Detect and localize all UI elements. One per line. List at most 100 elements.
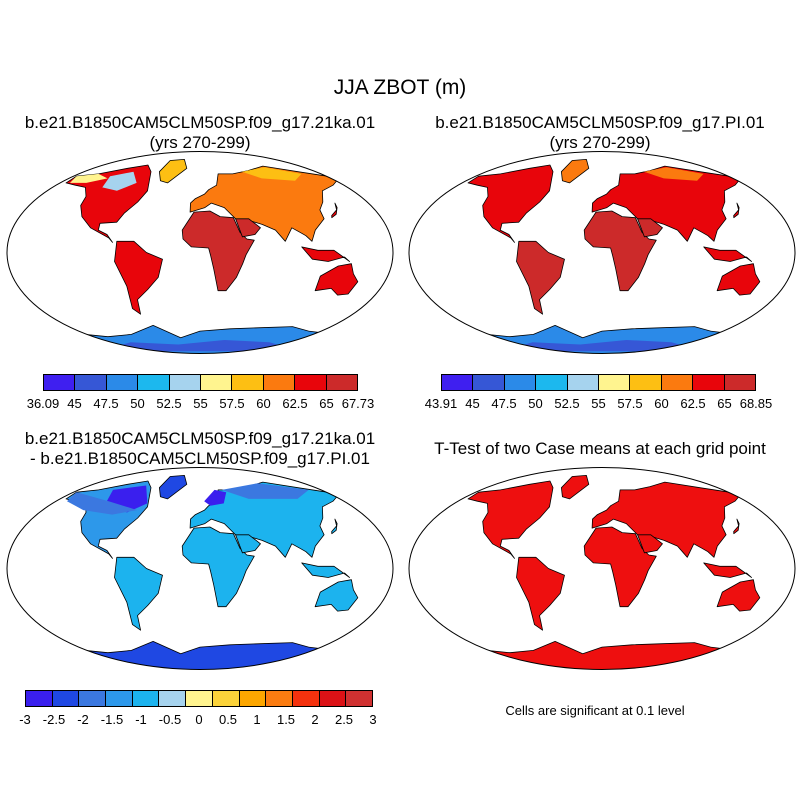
- landmass-antarctica: [475, 641, 729, 670]
- colorbar-tick-label: 0: [195, 712, 203, 727]
- map-border: [408, 467, 796, 670]
- colorbar-labels-top-right: 43.91 45 47.5 50 52.5 55 57.5 60 62.5 65 68.85: [425, 396, 773, 412]
- colorbar-swatch: [106, 375, 139, 390]
- map-bottom-right: [408, 467, 796, 670]
- colorbar-tick-label: -0.5: [158, 712, 182, 727]
- colorbar-tick-label: -2: [77, 712, 89, 727]
- colorbar-tick-label: 2: [311, 712, 319, 727]
- colorbar-swatch: [138, 375, 170, 390]
- colorbar-swatch: [326, 375, 358, 390]
- colorbar-tick-label: 52.5: [156, 396, 182, 411]
- landmass-antarctica: [73, 641, 327, 670]
- landmass-arabia: [235, 218, 261, 238]
- panel-title-bottom-right: T-Test of two Case means at each grid po…: [434, 439, 766, 458]
- map-top-left: [6, 151, 394, 354]
- colorbar-swatch: [239, 691, 267, 706]
- antarctic-core: [114, 340, 286, 352]
- landmass-japan: [733, 518, 740, 535]
- colorbar-tick-label: 57.5: [617, 396, 643, 411]
- landmass-indonesia: [301, 562, 350, 578]
- landmass-indonesia: [703, 562, 752, 578]
- landmass-greenland: [561, 159, 590, 184]
- landmass-australia: [314, 263, 359, 296]
- landmass-japan: [331, 202, 338, 219]
- map-border: [408, 151, 796, 354]
- landmass-africa: [583, 210, 657, 292]
- landmass-australia: [314, 579, 359, 612]
- landmass-greenland: [159, 159, 188, 184]
- map-border: [6, 151, 394, 354]
- land-layer: [65, 475, 359, 670]
- colorbar-swatch: [106, 691, 133, 706]
- colorbar-tick-label: 50: [528, 396, 543, 411]
- colorbar-swatch: [201, 375, 233, 390]
- antarctic-core: [516, 340, 688, 352]
- colorbar-tick-label: 47.5: [491, 396, 517, 411]
- colorbar-tick-label: 1: [253, 712, 261, 727]
- colorbar-swatch: [567, 375, 600, 390]
- colorbar-swatch: [79, 691, 107, 706]
- panel-title-top-left: b.e21.B1850CAM5CLM50SP.f09_g17.21ka.01: [24, 113, 376, 132]
- landmass-arabia: [637, 534, 663, 554]
- colorbar-tick-label: -1: [135, 712, 147, 727]
- colorbar-labels-top-left: 36.09 45 47.5 50 52.5 55 57.5 60 62.5 65 67.73: [27, 396, 375, 412]
- landmass-indonesia: [301, 246, 350, 262]
- landmass-africa: [583, 526, 657, 608]
- colorbar-top-right: [441, 374, 756, 391]
- colorbar-tick-label: 36.09: [26, 396, 60, 411]
- colorbar-swatch: [266, 691, 293, 706]
- map-border: [6, 467, 394, 670]
- colorbar-tick-label: -1.5: [100, 712, 124, 727]
- panel-title-top-right: b.e21.B1850CAM5CLM50SP.f09_g17.PI.01: [435, 113, 765, 132]
- landmass-australia: [716, 579, 761, 612]
- colorbar-swatch: [295, 375, 327, 390]
- colorbar-tick-label: 2.5: [334, 712, 354, 727]
- colorbar-tick-label: -2.5: [42, 712, 66, 727]
- landmass-arabia: [637, 218, 663, 238]
- landmass-australia: [716, 263, 761, 296]
- significance-note: Cells are significant at 0.1 level: [505, 703, 685, 718]
- colorbar-tick-label: 57.5: [219, 396, 245, 411]
- northern-band: [67, 492, 138, 515]
- siberia-band: [644, 167, 704, 181]
- map-top-right: [408, 151, 796, 354]
- landmass-indonesia: [703, 246, 752, 262]
- colorbar-tick-label: 60: [654, 396, 669, 411]
- colorbar-swatch: [346, 691, 372, 706]
- fennoscandia-anomaly: [204, 489, 227, 506]
- colorbar-tick-label: 55: [591, 396, 606, 411]
- colorbar-tick-label: 1.5: [276, 712, 296, 727]
- landmass-southAmerica: [114, 240, 163, 315]
- landmass-greenland: [561, 475, 590, 500]
- colorbar-swatch: [319, 691, 347, 706]
- colorbar-swatch: [661, 375, 694, 390]
- panel-subtitle-top-right: (yrs 270-299): [549, 133, 651, 152]
- eurasia-band: [221, 483, 309, 499]
- panel-title-bottom-left: b.e21.B1850CAM5CLM50SP.f09_g17.21ka.01: [24, 429, 376, 448]
- colorbar-tick-label: 62.5: [282, 396, 308, 411]
- colorbar-tick-label: 68.85: [739, 396, 773, 411]
- colorbar-tick-label: 67.73: [341, 396, 375, 411]
- colorbar-swatch: [473, 375, 505, 390]
- landmass-africa: [181, 210, 255, 292]
- colorbar-swatch: [724, 375, 756, 390]
- landmass-southAmerica: [516, 556, 565, 631]
- colorbar-tick-label: 47.5: [93, 396, 119, 411]
- colorbar-tick-label: 43.91: [424, 396, 458, 411]
- colorbar-swatch: [169, 375, 202, 390]
- colorbar-top-left: [43, 374, 358, 391]
- landmass-southAmerica: [114, 556, 163, 631]
- colorbar-tick-label: 0.5: [218, 712, 238, 727]
- colorbar-swatch: [536, 375, 568, 390]
- colorbar-tick-label: 62.5: [680, 396, 706, 411]
- colorbar-swatch: [186, 691, 213, 706]
- colorbar-swatch: [442, 375, 474, 390]
- colorbar-swatch: [212, 691, 240, 706]
- colorbar-swatch: [693, 375, 725, 390]
- panel-subtitle-bottom-left: - b.e21.B1850CAM5CLM50SP.f09_g17.PI.01: [30, 449, 370, 468]
- landmass-africa: [181, 526, 255, 608]
- panel-subtitle-top-left: (yrs 270-299): [149, 133, 251, 152]
- colorbar-swatch: [504, 375, 537, 390]
- land-layer: [467, 159, 761, 354]
- colorbar-tick-label: 3: [369, 712, 377, 727]
